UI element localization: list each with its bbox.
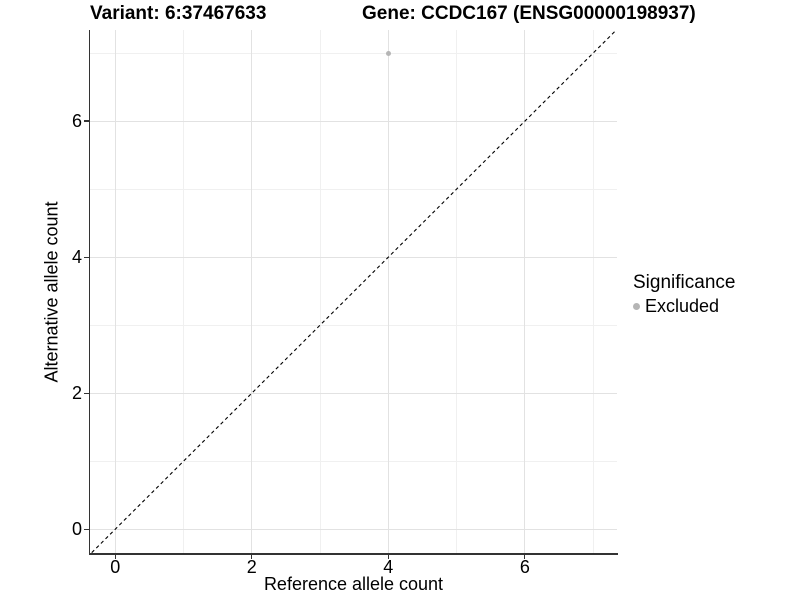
y-tick-mark xyxy=(84,120,89,122)
plot-panel xyxy=(90,30,617,553)
y-tick-mark xyxy=(84,256,89,258)
x-tick-label: 2 xyxy=(246,557,257,577)
x-major-gridline xyxy=(114,30,116,553)
x-major-gridline xyxy=(251,30,253,553)
x-minor-gridline xyxy=(456,30,458,553)
variant-title: Variant: 6:37467633 xyxy=(90,3,267,24)
y-tick-label: 4 xyxy=(71,247,82,268)
x-tick-mark xyxy=(251,554,253,559)
identity-reference-line xyxy=(91,30,617,553)
x-tick-label: 0 xyxy=(110,557,121,577)
y-major-gridline xyxy=(90,120,617,122)
y-axis-title: Alternative allele count xyxy=(41,201,62,383)
legend-title: Significance xyxy=(633,272,736,293)
y-major-gridline xyxy=(90,528,617,530)
y-minor-gridline xyxy=(90,188,617,190)
y-minor-gridline xyxy=(90,324,617,326)
x-tick-mark xyxy=(387,554,389,559)
y-minor-gridline xyxy=(90,460,617,462)
x-axis-line xyxy=(88,553,618,555)
x-tick-label: 6 xyxy=(519,557,530,577)
y-tick-label: 2 xyxy=(71,383,82,404)
x-axis-title: Reference allele count xyxy=(263,574,444,594)
y-tick-label: 6 xyxy=(71,111,82,132)
x-minor-gridline xyxy=(319,30,321,553)
y-tick-label: 0 xyxy=(71,519,82,540)
x-major-gridline xyxy=(387,30,389,553)
y-tick-mark xyxy=(84,392,89,394)
data-point xyxy=(385,50,391,56)
legend-item-excluded: Excluded xyxy=(633,296,735,317)
gene-title: Gene: CCDC167 (ENSG00000198937) xyxy=(362,3,696,24)
x-tick-label: 4 xyxy=(383,557,394,577)
x-major-gridline xyxy=(524,30,526,553)
legend: Significance Excluded xyxy=(633,272,735,317)
y-tick-mark xyxy=(84,528,89,530)
excluded-point-icon xyxy=(633,303,640,310)
y-minor-gridline xyxy=(90,52,617,54)
x-minor-gridline xyxy=(183,30,185,553)
legend-item-label: Excluded xyxy=(645,296,720,316)
x-tick-mark xyxy=(114,554,116,559)
y-major-gridline xyxy=(90,256,617,258)
y-major-gridline xyxy=(90,392,617,394)
x-tick-mark xyxy=(524,554,526,559)
y-axis-line xyxy=(88,30,90,555)
x-minor-gridline xyxy=(592,30,594,553)
